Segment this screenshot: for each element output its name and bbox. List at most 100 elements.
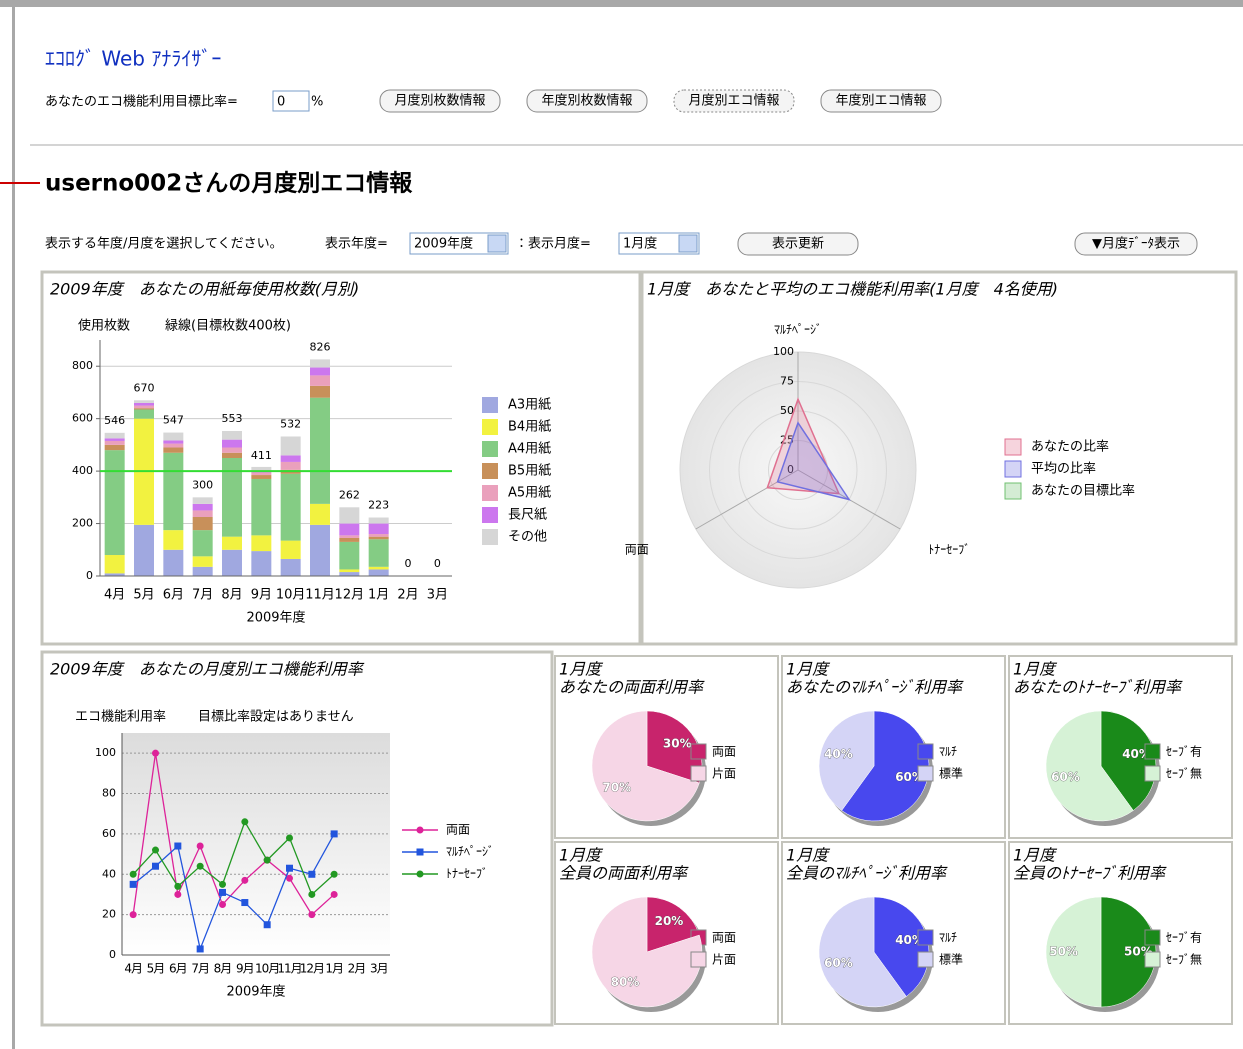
y-tick-label: 60 xyxy=(102,827,116,840)
bar-segment xyxy=(280,473,301,541)
y-tick-label: 100 xyxy=(95,746,116,759)
pie-panel xyxy=(554,841,779,1025)
pie-slice xyxy=(818,710,875,811)
slice-label: 30% xyxy=(663,737,692,751)
pie-title: 1月度 xyxy=(559,846,604,865)
bar-segment xyxy=(163,432,184,441)
y-tick-label: 600 xyxy=(72,412,93,425)
pie-subtitle: あなたのﾏﾙﾁﾍﾟｰｼﾞ利用率 xyxy=(786,678,964,697)
year-arrow xyxy=(487,234,507,253)
nav-button[interactable] xyxy=(379,89,501,113)
legend-swatch xyxy=(1144,929,1161,946)
point xyxy=(174,842,182,850)
nav-button[interactable] xyxy=(820,89,942,113)
bar-segment xyxy=(192,530,213,557)
x-tick-label: 1月 xyxy=(325,962,343,976)
legend-swatch xyxy=(917,765,934,782)
total-label: 553 xyxy=(222,412,243,425)
y-axis-label: 使用枚数 xyxy=(78,318,130,334)
panel xyxy=(640,270,1238,646)
bar-segment xyxy=(339,535,360,538)
bar-segment xyxy=(251,475,272,479)
bar-segment xyxy=(104,438,125,441)
bar-segment xyxy=(310,375,330,386)
bar-segment xyxy=(192,517,213,531)
x-tick-label: 4月 xyxy=(104,588,125,603)
point xyxy=(152,846,159,854)
total-label: 826 xyxy=(310,340,331,353)
legend-label: ｾｰﾌﾞ有 xyxy=(1166,745,1202,759)
legend-swatch xyxy=(1144,951,1161,968)
point xyxy=(308,890,316,898)
slice-label: 20% xyxy=(655,914,684,928)
pie-panel xyxy=(1008,841,1233,1025)
bar-segment xyxy=(280,558,301,576)
target-label: あなたのエコ機能利用目標比率= xyxy=(45,95,238,110)
pie-slice xyxy=(1045,896,1102,1008)
x-tick-label: 7月 xyxy=(192,588,213,603)
nav-button[interactable] xyxy=(526,89,648,113)
bar-segment xyxy=(368,536,389,540)
x-tick-label: 1月 xyxy=(368,588,389,603)
total-label: 300 xyxy=(192,478,213,491)
point xyxy=(330,890,338,898)
point xyxy=(174,882,182,890)
nav-button[interactable] xyxy=(673,89,795,113)
chart-note: 目標比率設定はありません xyxy=(198,710,354,725)
bar-segment xyxy=(280,455,301,462)
series-line xyxy=(132,820,335,896)
legend-swatch xyxy=(482,507,498,523)
toggle-button[interactable] xyxy=(1074,232,1198,256)
month-label: ：表示月度= xyxy=(515,236,591,252)
legend-label: ﾏﾙﾁﾍﾟｰｼﾞ xyxy=(446,845,494,859)
point xyxy=(129,880,137,888)
legend-marker xyxy=(416,848,424,856)
series-line xyxy=(132,833,335,952)
r-tick-label: 0 xyxy=(787,463,794,476)
legend-swatch xyxy=(1004,482,1022,500)
bar-segment xyxy=(339,541,360,570)
nav-button-label: 年度別枚数情報 xyxy=(541,93,632,109)
bar-segment xyxy=(163,440,184,444)
bar-segment xyxy=(310,524,330,576)
chart-title: 2009年度 あなたの月度別エコ機能利用率 xyxy=(50,660,365,679)
refresh-button[interactable] xyxy=(737,232,859,256)
bar-segment xyxy=(339,569,360,573)
legend-label: 両面 xyxy=(712,745,736,759)
x-tick-label: 8月 xyxy=(221,588,242,603)
bar-segment xyxy=(251,466,272,472)
bar-segment xyxy=(251,551,272,576)
pie-title: 1月度 xyxy=(1013,846,1058,865)
pie-panel xyxy=(554,655,779,839)
radar-area xyxy=(766,397,841,495)
x-tick-label: 10月 xyxy=(276,588,306,603)
total-label: 0 xyxy=(405,557,412,570)
slice-label: 60% xyxy=(824,956,853,970)
point xyxy=(129,870,137,878)
y-tick-label: 0 xyxy=(86,569,93,582)
bar-segment xyxy=(339,507,360,524)
slice-label: 70% xyxy=(602,780,631,794)
bar-segment xyxy=(134,409,154,419)
bar-segment xyxy=(339,537,360,542)
bar-segment xyxy=(310,397,330,504)
bar-segment xyxy=(192,497,213,504)
point xyxy=(330,830,338,838)
year-select[interactable] xyxy=(409,232,509,255)
year-label: 表示年度= xyxy=(325,236,388,252)
legend-swatch xyxy=(482,419,498,435)
radar-axis-label: ﾄﾅｰｾｰﾌﾞ xyxy=(928,543,970,557)
point xyxy=(308,911,316,919)
pie-subtitle: あなたの両面利用率 xyxy=(559,678,705,697)
chart-title: 1月度 あなたと平均のエコ機能利用率(1月度 4名使用) xyxy=(647,280,1058,299)
point xyxy=(196,862,204,870)
legend-swatch xyxy=(917,743,934,760)
point xyxy=(152,862,159,870)
y-tick-label: 20 xyxy=(102,908,116,921)
pie-subtitle: 全員の両面利用率 xyxy=(559,864,689,883)
x-tick-label: 11月 xyxy=(305,588,335,603)
target-input[interactable] xyxy=(272,90,310,112)
x-tick-label: 4月 xyxy=(124,962,142,976)
x-tick-label: 2月 xyxy=(348,962,366,976)
legend-label: ｾｰﾌﾞ有 xyxy=(1166,931,1202,945)
